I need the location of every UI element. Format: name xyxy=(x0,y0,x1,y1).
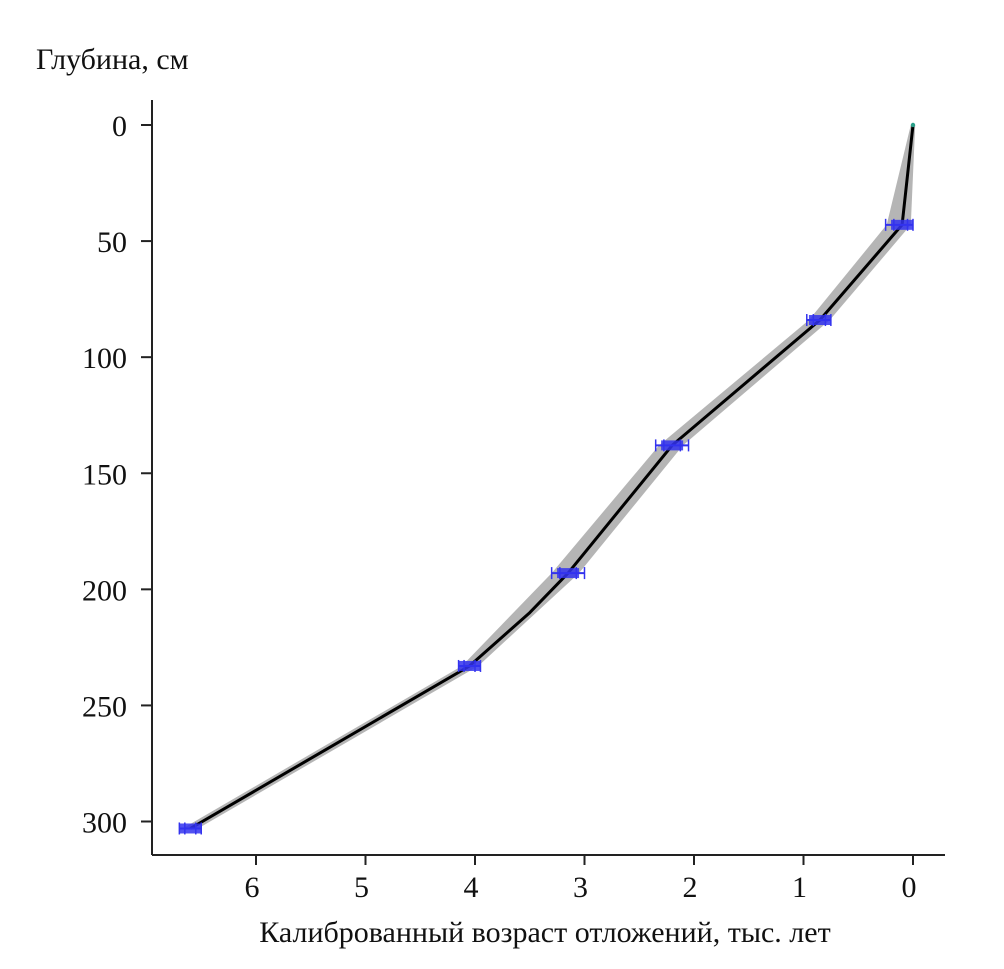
dated-sample-2 xyxy=(806,314,832,327)
x-tick-label: 3 xyxy=(573,871,588,904)
x-tick-label: 4 xyxy=(464,871,479,904)
x-axis-title: Калиброванный возраст отложений, тыс. ле… xyxy=(259,916,830,949)
sample-marker xyxy=(557,568,580,579)
y-tick-label: 50 xyxy=(97,226,127,259)
sample-marker xyxy=(179,823,202,834)
x-tick-label: 2 xyxy=(683,871,698,904)
confidence-envelope xyxy=(182,125,916,829)
surface-marker xyxy=(910,122,916,128)
dated-sample-6 xyxy=(178,822,202,835)
y-tick-label: 100 xyxy=(82,342,127,375)
dated-sample-4 xyxy=(550,567,586,580)
dated-sample-5 xyxy=(457,659,482,672)
axes-layer: 0 50 100 150 200 250 300 6 5 4 3 2 1 0 xyxy=(82,100,945,904)
y-tick-label: 150 xyxy=(82,458,127,491)
dated-sample-1 xyxy=(884,218,914,231)
median-line-layer xyxy=(189,122,916,830)
x-tick-label: 5 xyxy=(354,871,369,904)
y-tick-label: 300 xyxy=(82,807,127,840)
y-axis-title: Глубина, см xyxy=(36,43,189,76)
sample-marker xyxy=(661,440,684,451)
x-tick-label: 0 xyxy=(902,871,917,904)
sample-marker xyxy=(808,315,831,326)
age-model-line xyxy=(189,124,915,830)
dated-sample-3 xyxy=(654,439,690,452)
sample-marker xyxy=(458,660,481,671)
confidence-envelope-layer xyxy=(182,125,916,829)
dated-samples-layer xyxy=(178,218,914,835)
sample-marker xyxy=(891,219,914,230)
x-tick-label: 6 xyxy=(245,871,260,904)
y-tick-label: 250 xyxy=(82,690,127,723)
x-tick-label: 1 xyxy=(792,871,807,904)
y-tick-label: 0 xyxy=(112,110,127,143)
y-tick-label: 200 xyxy=(82,574,127,607)
